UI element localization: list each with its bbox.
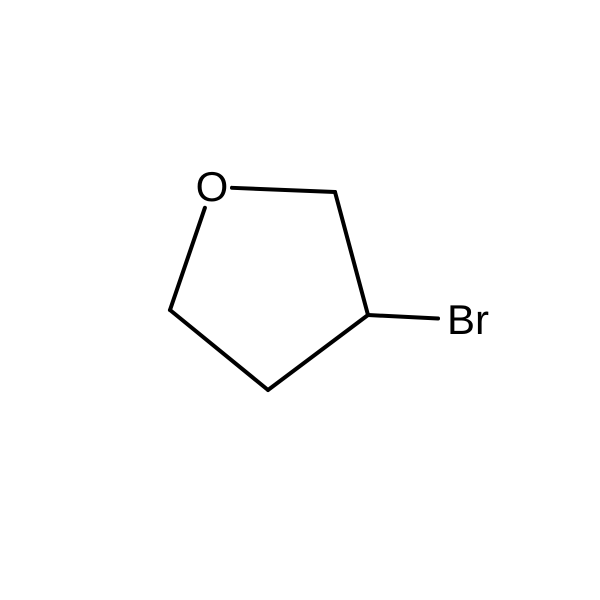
bond bbox=[232, 188, 335, 192]
bond bbox=[335, 192, 368, 315]
bond bbox=[170, 208, 205, 310]
bond bbox=[368, 315, 438, 319]
atom-label-br: Br bbox=[447, 296, 489, 344]
bond bbox=[170, 310, 268, 390]
molecule-diagram: O Br bbox=[0, 0, 600, 600]
atom-label-o: O bbox=[196, 163, 229, 211]
bond bbox=[268, 315, 368, 390]
bond-layer bbox=[0, 0, 600, 600]
